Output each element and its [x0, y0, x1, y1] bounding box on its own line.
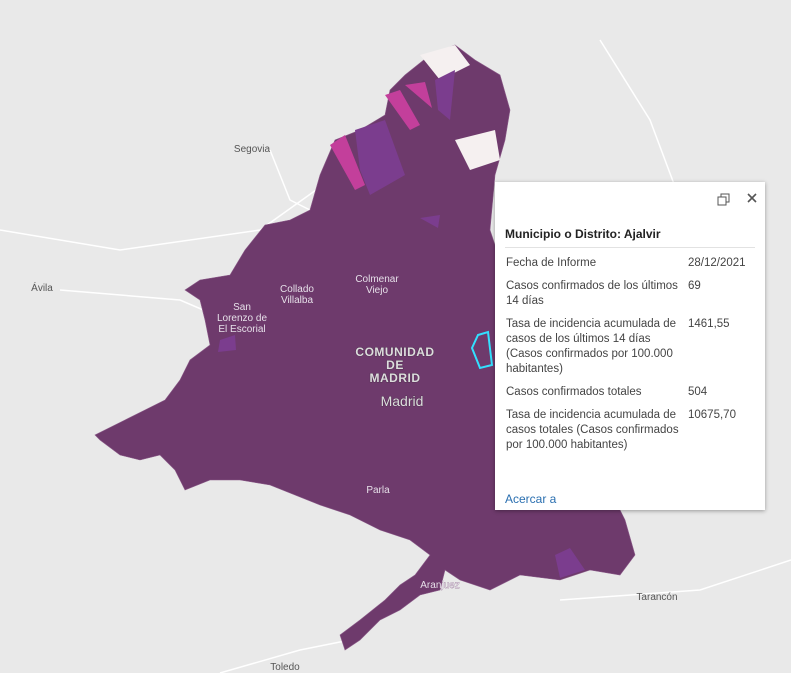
area-low: [420, 45, 500, 170]
place-label-line: Aranjuez: [420, 580, 459, 591]
place-label-line: MADRID: [370, 371, 421, 385]
place-label: Tarancón: [636, 592, 677, 603]
area-mid: [218, 70, 585, 578]
place-label-line: Parla: [366, 485, 390, 496]
attribute-name: Fecha de Informe: [506, 257, 597, 269]
place-label-line: San: [233, 302, 251, 313]
maximize-icon-back: [717, 196, 727, 206]
popup: Municipio o Distrito: Ajalvir Fecha de I…: [495, 182, 765, 510]
place-label: Colmenar Viejo: [355, 274, 399, 296]
attribute-row: Casos confirmados totales 504: [503, 383, 761, 406]
attribute-row: Fecha de Informe 28/12/2021: [503, 254, 761, 277]
place-label: Toledo: [270, 662, 300, 673]
attribute-row: Casos confirmados de los últimos 14 días…: [503, 277, 761, 315]
close-icon[interactable]: [747, 193, 757, 203]
attribute-value: 69: [688, 280, 701, 292]
place-label: Segovia: [234, 144, 271, 155]
attribute-value: 28/12/2021: [688, 257, 746, 269]
place-label: Aranjuez: [420, 580, 459, 591]
place-label-line: Viejo: [366, 285, 388, 296]
place-label: San Lorenzo de El Escorial: [217, 302, 267, 335]
separator: [505, 247, 755, 248]
place-label-line: DE: [386, 358, 404, 372]
place-label-line: Tarancón: [636, 592, 677, 603]
place-label: Madrid: [381, 393, 424, 409]
place-label: COMUNIDAD DE MADRID: [355, 345, 434, 385]
place-label-line: Segovia: [234, 144, 271, 155]
attribute-name: Casos confirmados totales: [506, 386, 642, 398]
attribute-name: Tasa de incidencia acumulada de casos de…: [506, 318, 677, 375]
popup-icons: [717, 193, 757, 206]
zoom-link[interactable]: Acercar a: [505, 492, 557, 506]
place-label: Collado Villalba: [280, 284, 314, 306]
place-label: Parla: [366, 485, 390, 496]
attribute-value: 1461,55: [688, 318, 730, 330]
place-label: Ávila: [31, 281, 53, 294]
area-high: [330, 82, 432, 190]
selected-area: [470, 330, 494, 370]
attribute-value: 504: [688, 386, 708, 398]
place-label-line: Madrid: [381, 393, 424, 409]
place-label-line: Villalba: [281, 295, 313, 306]
place-label-line: Colmenar: [355, 274, 399, 285]
popup-title: Municipio o Distrito: Ajalvir: [505, 227, 661, 241]
attribute-table: Fecha de Informe 28/12/2021 Casos confirma…: [503, 254, 761, 459]
place-label-line: Lorenzo de: [217, 313, 267, 324]
popup-header: [495, 182, 765, 212]
map-labels: Segovia Ávila Collado Villalba Colmenar Viejo…: [31, 144, 677, 673]
place-label-line: El Escorial: [218, 324, 265, 335]
place-label-line: Collado: [280, 284, 314, 295]
place-label-line: COMUNIDAD: [355, 345, 434, 359]
attribute-name: Tasa de incidencia acumulada de casos to…: [506, 409, 679, 451]
attribute-row: Tasa de incidencia acumulada de casos de…: [503, 315, 761, 383]
attribute-row: Tasa de incidencia acumulada de casos to…: [503, 406, 761, 459]
attribute-name: Casos confirmados de los últimos 14 días: [506, 280, 678, 307]
attribute-value: 10675,70: [688, 409, 736, 421]
place-label-line: Ávila: [31, 281, 53, 294]
place-label-line: Toledo: [270, 662, 300, 673]
